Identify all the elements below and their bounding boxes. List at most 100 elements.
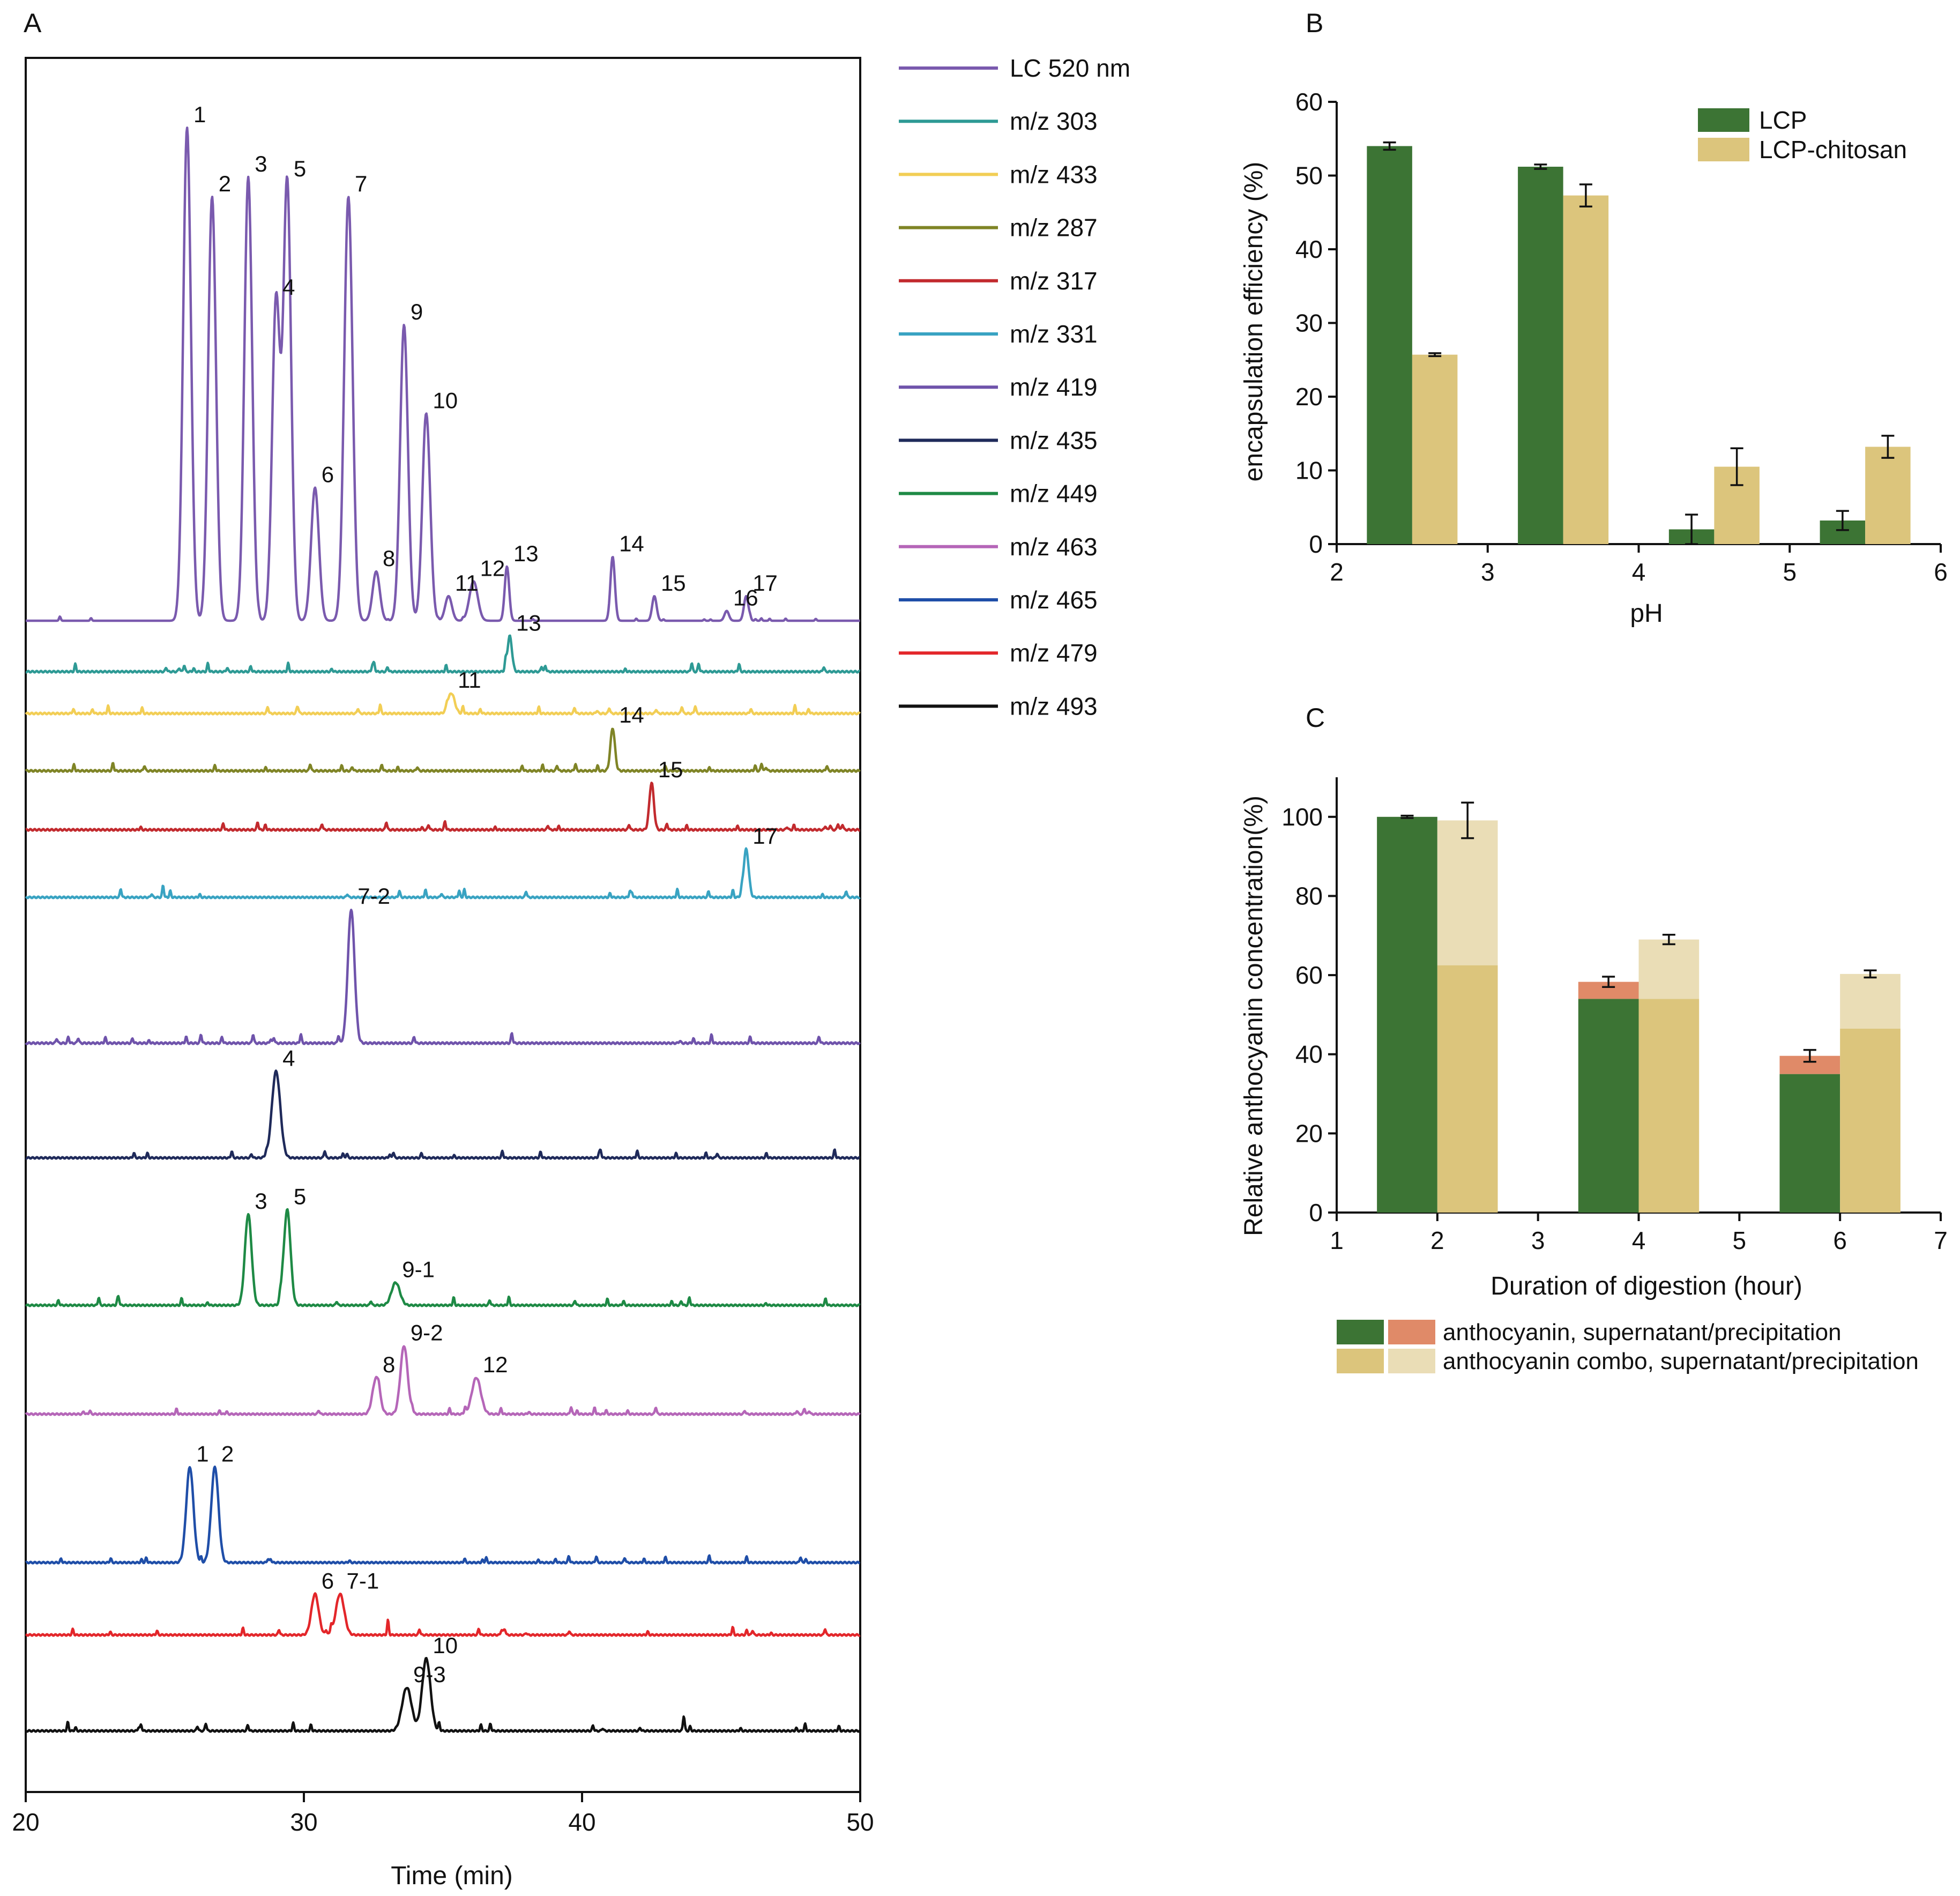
peak-label: 17 [752, 570, 778, 596]
trace-line [25, 1069, 861, 1160]
trace-line [25, 1345, 861, 1416]
bar [1563, 195, 1609, 544]
x-tick-label: 1 [1330, 1226, 1344, 1254]
peak-label: 7 [355, 171, 367, 196]
bar [1518, 167, 1563, 544]
x-tick-label: 2 [1330, 558, 1344, 586]
peak-label: 17 [752, 823, 778, 849]
peak-label: 8 [383, 546, 395, 571]
x-tick-label: 4 [1632, 558, 1646, 586]
x-tick-label: 5 [1783, 558, 1797, 586]
y-tick-label: 60 [1295, 88, 1323, 116]
y-tick-label: 0 [1309, 530, 1323, 558]
peak-label: 10 [433, 1633, 458, 1658]
y-tick-label: 60 [1295, 961, 1323, 989]
legend-label: m/z 331 [1010, 320, 1098, 348]
bar [1367, 146, 1412, 544]
legend-label: LC 520 nm [1010, 54, 1130, 82]
legend-swatch-supernatant [1337, 1320, 1384, 1344]
bar-supernatant [1377, 816, 1437, 1213]
x-tick-label: 3 [1481, 558, 1495, 586]
panel-c-legend: anthocyanin, supernatant/precipitation an… [1337, 1319, 1919, 1374]
legend-swatch [1698, 138, 1749, 161]
x-tick-label: 40 [568, 1808, 595, 1836]
trace-line [25, 692, 861, 716]
peak-label: 9 [411, 299, 423, 324]
trace-line [25, 782, 861, 832]
peak-label: 1 [196, 1441, 208, 1467]
trace-line [25, 1592, 861, 1637]
panel-b-bars [1367, 141, 1911, 545]
peak-label: 2 [219, 171, 231, 196]
panel-b-letter: B [1306, 8, 1323, 38]
trace-line [25, 634, 861, 674]
legend-swatch-precipitation [1388, 1320, 1435, 1344]
peak-label: 4 [282, 274, 295, 300]
bar [1865, 447, 1911, 544]
x-tick-label: 50 [846, 1808, 874, 1836]
peak-label: 4 [282, 1046, 295, 1071]
peak-label: 10 [433, 388, 458, 413]
peak-label: 5 [294, 156, 306, 181]
legend-label: m/z 493 [1010, 692, 1098, 720]
legend-swatch [1698, 108, 1749, 132]
panel-a-letter: A [24, 8, 42, 38]
panel-c-y-axis-label: Relative anthocyanin concentration(%) [1240, 795, 1268, 1236]
peak-label: 13 [513, 541, 539, 566]
panel-b-y-axis-label: encapsulation efficiency (%) [1240, 162, 1268, 482]
panel-c-digestion-chart: 1 2 3 4 5 6 7 0 20 40 60 80 100 anthocyanin, superna… [1240, 777, 1948, 1374]
y-tick-label: 20 [1295, 383, 1323, 411]
peak-label: 12 [483, 1352, 508, 1377]
y-tick-label: 50 [1295, 162, 1323, 190]
peak-label: 9-1 [402, 1257, 435, 1282]
legend-label: m/z 287 [1010, 214, 1098, 242]
panel-b-x-axis-label: pH [1630, 599, 1663, 628]
y-tick-label: 30 [1295, 309, 1323, 337]
legend-label: m/z 433 [1010, 160, 1098, 188]
peak-label: 5 [294, 1184, 306, 1209]
x-tick-label: 6 [1934, 558, 1948, 586]
bar-supernatant [1779, 1074, 1840, 1213]
peak-label: 14 [619, 702, 644, 727]
y-tick-label: 10 [1295, 457, 1323, 485]
peak-label: 6 [322, 462, 334, 487]
peak-label: 8 [383, 1352, 395, 1377]
x-tick-label: 4 [1632, 1226, 1646, 1254]
panel-a-x-axis-label: Time (min) [391, 1862, 513, 1890]
bar-precipitation [1638, 939, 1700, 999]
peak-label: 16 [733, 585, 758, 611]
trace-line [25, 1465, 861, 1565]
x-tick-label: 6 [1833, 1226, 1847, 1254]
peak-label: 7-2 [357, 883, 390, 909]
trace-line [25, 127, 861, 622]
legend-label: LCP [1759, 106, 1807, 134]
legend-label: m/z 465 [1010, 586, 1098, 614]
peak-label: 2 [221, 1441, 234, 1467]
trace-line [25, 847, 861, 899]
legend-label: m/z 419 [1010, 373, 1098, 401]
trace-line [25, 909, 861, 1045]
bar-supernatant [1578, 999, 1639, 1213]
bar-supernatant [1840, 1028, 1901, 1213]
y-tick-label: 0 [1309, 1199, 1323, 1226]
panel-c-bars [1377, 801, 1901, 1213]
y-tick-label: 40 [1295, 235, 1323, 263]
trace-line [25, 1208, 861, 1307]
peak-label: 11 [458, 667, 481, 693]
peak-label: 3 [255, 151, 267, 176]
bar [1412, 354, 1458, 544]
x-tick-label: 3 [1531, 1226, 1545, 1254]
legend-swatch-precipitation [1388, 1349, 1435, 1373]
peak-label: 15 [658, 757, 683, 782]
bar-precipitation [1437, 820, 1498, 965]
trace-line [25, 1657, 861, 1733]
x-tick-label: 7 [1934, 1226, 1948, 1254]
legend-label: anthocyanin, supernatant/precipitation [1443, 1319, 1842, 1345]
peak-label: 12 [480, 555, 505, 581]
panel-a-legend: LC 520 nm m/z 303 m/z 433 m/z 287 m/z 317 m/z… [899, 54, 1130, 720]
peak-label: 9-2 [411, 1320, 443, 1345]
